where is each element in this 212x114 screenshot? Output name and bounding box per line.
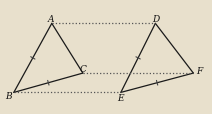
Text: E: E	[117, 93, 124, 102]
Text: A: A	[48, 15, 54, 24]
Text: C: C	[80, 64, 86, 73]
Text: D: D	[152, 15, 160, 24]
Text: F: F	[197, 66, 203, 75]
Text: B: B	[5, 91, 12, 100]
